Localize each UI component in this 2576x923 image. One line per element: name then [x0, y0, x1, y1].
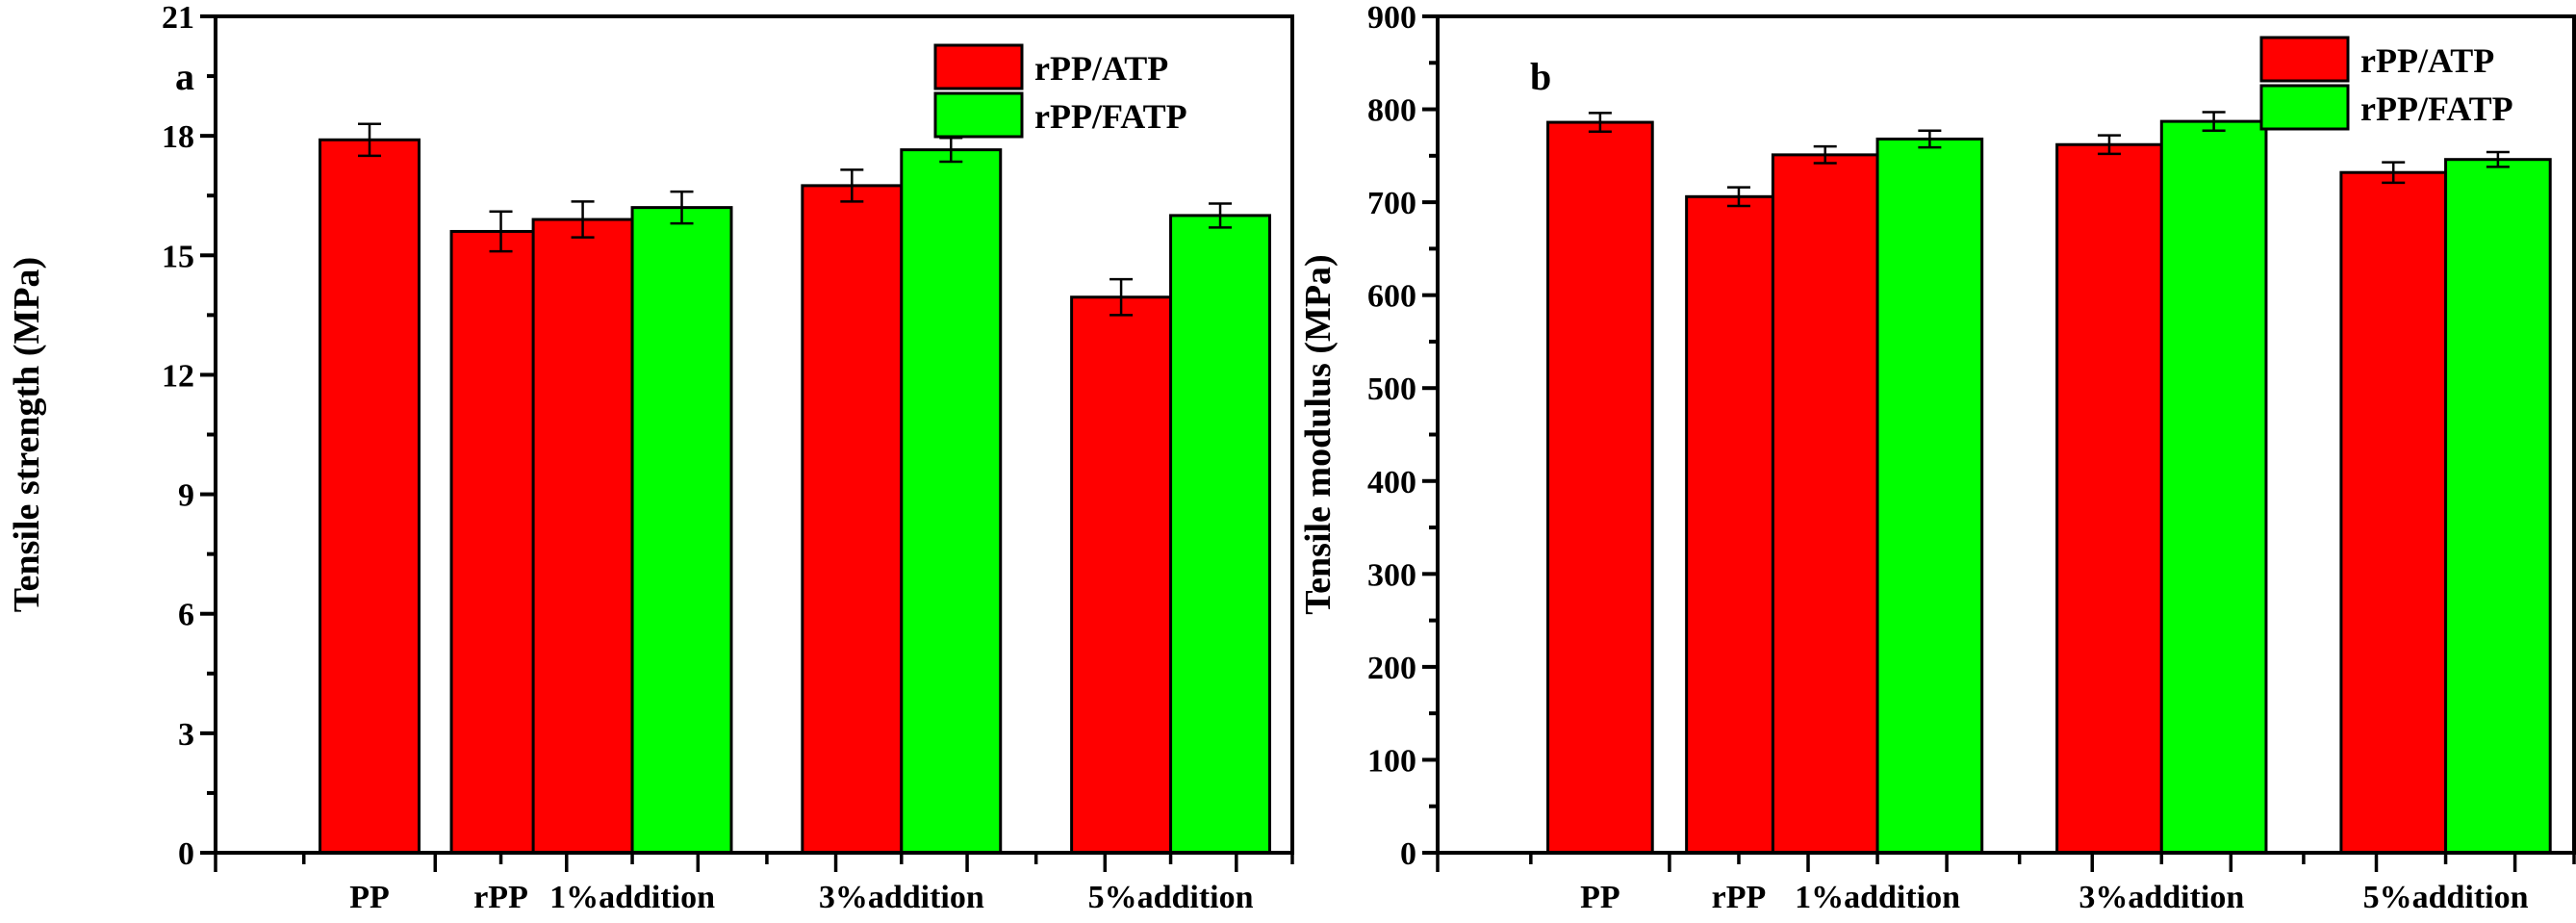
- legend-label: rPP/FATP: [1034, 97, 1187, 136]
- y-tick-label: 800: [1367, 93, 1416, 129]
- bar-rpp-atp-5pctaddition: [2339, 170, 2448, 855]
- bar-rpp-atp-pp: [1546, 120, 1654, 855]
- y-tick-label: 0: [1400, 836, 1416, 872]
- chart-panel-a: PP rPP 1%addition 3%addition 5%addition 0 3 6 9 1…: [7, 0, 1294, 915]
- x-tick-label: 5%addition: [2363, 880, 2529, 915]
- y-axis-title: Tensile modulus (MPa): [1298, 254, 1339, 614]
- bar-rpp-fatp-5pctaddition: [1169, 214, 1272, 855]
- bar-rpp-atp-1pctaddition: [1771, 153, 1879, 855]
- panel-label: b: [1530, 55, 1551, 98]
- bar-rpp-atp-3pctaddition: [2055, 142, 2163, 855]
- chart-panel-b: PP rPP 1%addition 3%addition 5%addition 0 100 2…: [1298, 0, 2576, 915]
- legend-swatch-rpp-fatp: [933, 91, 1024, 139]
- y-axis-title: Tensile strength (MPa): [7, 257, 47, 612]
- legend: rPP/ATP rPP/FATP: [933, 43, 1187, 139]
- x-tick-label: 3%addition: [819, 880, 984, 915]
- legend: rPP/ATP rPP/FATP: [2259, 36, 2513, 131]
- x-tick-label: 1%addition: [549, 880, 715, 915]
- y-tick-label: 3: [178, 717, 194, 753]
- y-tick-label: 9: [178, 478, 194, 514]
- y-tick-label: 600: [1367, 279, 1416, 315]
- x-tick-label: 5%addition: [1088, 880, 1254, 915]
- legend-swatch-rpp-fatp: [2259, 84, 2350, 131]
- y-tick-label: 0: [178, 836, 194, 872]
- bar-rpp-atp-pp: [319, 138, 421, 855]
- bar-rpp-atp-5pctaddition: [1070, 295, 1173, 855]
- legend-swatch-rpp-atp: [933, 43, 1024, 90]
- x-tick-label: PP: [349, 880, 390, 915]
- y-tick-label: 12: [162, 358, 194, 394]
- y-tick-label: 300: [1367, 557, 1416, 593]
- y-tick-label: 400: [1367, 465, 1416, 500]
- x-tick-label: 1%addition: [1795, 880, 1960, 915]
- x-tick-label: rPP: [473, 880, 528, 915]
- bar-rpp-atp-1pctaddition: [531, 218, 634, 855]
- x-tick-label: PP: [1580, 880, 1620, 915]
- bar-rpp-fatp-1pctaddition: [630, 206, 733, 855]
- y-tick-label: 200: [1367, 651, 1416, 686]
- y-tick-label: 6: [178, 598, 194, 633]
- legend-label: rPP/ATP: [1034, 49, 1168, 88]
- bar-rpp-fatp-3pctaddition: [900, 148, 1003, 855]
- legend-label: rPP/ATP: [2360, 41, 2494, 80]
- bar-rpp-atp-3pctaddition: [801, 184, 904, 855]
- y-tick-label: 21: [162, 0, 194, 36]
- bar-rpp-fatp-3pctaddition: [2159, 119, 2268, 855]
- bar-rpp-fatp-1pctaddition: [1875, 137, 1984, 855]
- y-tick-label: 500: [1367, 372, 1416, 407]
- bar-rpp-fatp-5pctaddition: [2444, 158, 2552, 855]
- y-tick-label: 100: [1367, 743, 1416, 779]
- y-tick-label: 900: [1367, 0, 1416, 36]
- panel-label: a: [175, 55, 194, 98]
- legend-label: rPP/FATP: [2360, 90, 2513, 128]
- legend-swatch-rpp-atp: [2259, 36, 2350, 83]
- x-tick-label: 3%addition: [2079, 880, 2244, 915]
- x-tick-label: rPP: [1712, 880, 1767, 915]
- y-tick-label: 18: [162, 119, 194, 155]
- y-tick-label: 15: [162, 239, 194, 274]
- y-tick-label: 700: [1367, 186, 1416, 221]
